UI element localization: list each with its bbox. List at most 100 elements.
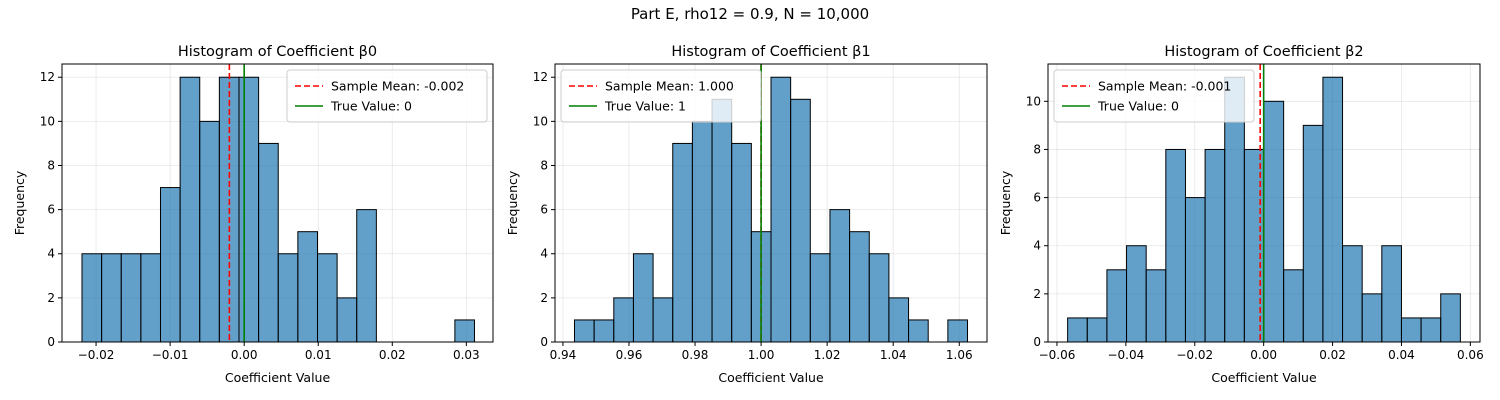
histogram-bar bbox=[691, 120, 713, 343]
histogram-bar bbox=[1204, 148, 1226, 343]
y-tick-label: 0 bbox=[540, 335, 548, 349]
x-tick-label: 1.06 bbox=[946, 348, 973, 362]
legend-sample-mean-label: Sample Mean: 1.000 bbox=[605, 79, 734, 94]
histogram-bar bbox=[593, 319, 615, 343]
x-tick-label: 0.02 bbox=[379, 348, 406, 362]
x-tick-label: 0.04 bbox=[1388, 348, 1415, 362]
y-tick-label: 6 bbox=[1033, 191, 1041, 205]
histogram-bar bbox=[356, 209, 377, 343]
histogram-bar bbox=[101, 253, 122, 343]
histogram-bar bbox=[1420, 317, 1442, 343]
legend: Sample Mean: -0.001 True Value: 0 bbox=[1053, 69, 1255, 123]
histogram-bar bbox=[316, 253, 338, 343]
chart-panel-0: −0.02 −0.01 0.00 0.01 0.02 0.03 0 2 4 6 8 10 12 Histo… bbox=[12, 44, 494, 385]
histogram-bar bbox=[199, 120, 220, 343]
x-axis-label: Coefficient Value bbox=[718, 370, 824, 385]
x-tick-label: −0.04 bbox=[1107, 348, 1144, 362]
histogram-bar bbox=[1361, 293, 1383, 343]
x-tick-label: 0.00 bbox=[231, 348, 258, 362]
x-tick-label: 0.01 bbox=[305, 348, 332, 362]
y-tick-label: 0 bbox=[1033, 335, 1041, 349]
x-tick-label: 1.00 bbox=[748, 348, 775, 362]
axes-frame bbox=[554, 63, 988, 343]
x-tick-label: −0.06 bbox=[1039, 348, 1076, 362]
y-axis-label: Frequency bbox=[998, 170, 1013, 235]
chart-title: Histogram of Coefficient β1 bbox=[671, 44, 870, 60]
histogram-bar bbox=[809, 253, 831, 343]
histogram-bar bbox=[573, 319, 595, 343]
histogram-bar bbox=[1106, 269, 1128, 343]
histogram-bar bbox=[652, 297, 674, 343]
x-tick-label: 1.02 bbox=[814, 348, 841, 362]
histogram-bar bbox=[908, 319, 929, 343]
histogram-bar bbox=[632, 253, 654, 343]
y-axis-label: Frequency bbox=[505, 170, 520, 235]
histogram-bar bbox=[297, 231, 318, 343]
histogram-bar bbox=[1302, 124, 1324, 343]
histogram-bar bbox=[790, 98, 811, 343]
histogram-bar bbox=[1145, 269, 1167, 343]
histogram-bar bbox=[336, 297, 358, 343]
x-tick-label: 1.04 bbox=[880, 348, 907, 362]
y-tick-label: 8 bbox=[540, 158, 548, 172]
figure-suptitle: Part E, rho12 = 0.9, N = 10,000 bbox=[630, 5, 870, 23]
histogram-bar bbox=[711, 98, 733, 343]
histogram-bar bbox=[1440, 293, 1461, 343]
legend-box bbox=[286, 69, 488, 123]
x-tick-label: 0.98 bbox=[682, 348, 709, 362]
x-tick-label: −0.01 bbox=[152, 348, 189, 362]
legend-sample-mean-label: Sample Mean: -0.002 bbox=[331, 79, 464, 94]
y-tick-label: 0 bbox=[47, 335, 55, 349]
y-tick-label: 6 bbox=[47, 203, 55, 217]
x-axis-label: Coefficient Value bbox=[1211, 370, 1317, 385]
histogram-bar bbox=[1283, 269, 1304, 343]
histogram-bar bbox=[140, 253, 161, 343]
chart-title: Histogram of Coefficient β2 bbox=[1164, 44, 1363, 60]
chart-panel-1: 0.94 0.96 0.98 1.00 1.02 1.04 1.06 0 2 4 6 8 10 12 His… bbox=[505, 44, 988, 385]
histogram-bar bbox=[1400, 317, 1422, 343]
histogram-bar bbox=[1342, 245, 1363, 343]
histogram-bar bbox=[613, 297, 634, 343]
histogram-bar bbox=[179, 76, 201, 343]
y-tick-label: 12 bbox=[40, 70, 55, 84]
histogram-bar bbox=[258, 142, 279, 343]
histogram-bar bbox=[1263, 100, 1285, 343]
histogram-bar bbox=[1184, 197, 1206, 343]
histogram-bar bbox=[277, 253, 299, 343]
histogram-bar bbox=[770, 76, 792, 343]
y-tick-label: 10 bbox=[533, 114, 548, 128]
y-tick-label: 2 bbox=[540, 291, 548, 305]
histogram-bar bbox=[1067, 317, 1088, 343]
histogram-bar bbox=[454, 319, 475, 343]
x-tick-label: 0.96 bbox=[616, 348, 643, 362]
x-tick-label: 0.00 bbox=[1250, 348, 1277, 362]
histogram-bar bbox=[672, 142, 693, 343]
axes-frame bbox=[61, 63, 494, 343]
x-tick-label: −0.02 bbox=[78, 348, 115, 362]
histogram-bar bbox=[849, 231, 870, 343]
y-tick-label: 2 bbox=[1033, 287, 1041, 301]
x-tick-label: 0.02 bbox=[1319, 348, 1346, 362]
y-tick-label: 4 bbox=[1033, 239, 1041, 253]
y-tick-label: 4 bbox=[540, 247, 548, 261]
histogram-bar bbox=[238, 76, 260, 343]
histogram-bar bbox=[888, 297, 910, 343]
histogram-bar bbox=[1243, 148, 1265, 343]
histogram-bar bbox=[868, 253, 890, 343]
histogram-bar bbox=[1086, 317, 1108, 343]
legend-true-value-label: True Value: 0 bbox=[1097, 99, 1179, 114]
histogram-bar bbox=[1165, 148, 1186, 343]
y-tick-label: 4 bbox=[47, 247, 55, 261]
y-axis-label: Frequency bbox=[12, 170, 27, 235]
y-tick-label: 2 bbox=[47, 291, 55, 305]
legend: Sample Mean: 1.000 True Value: 1 bbox=[560, 69, 762, 123]
x-axis-label: Coefficient Value bbox=[225, 370, 331, 385]
y-tick-label: 10 bbox=[1026, 94, 1041, 108]
histogram-bar bbox=[1126, 245, 1147, 343]
y-tick-label: 8 bbox=[1033, 142, 1041, 156]
histogram-bar bbox=[120, 253, 142, 343]
legend-box bbox=[1053, 69, 1255, 123]
x-tick-label: −0.02 bbox=[1176, 348, 1213, 362]
